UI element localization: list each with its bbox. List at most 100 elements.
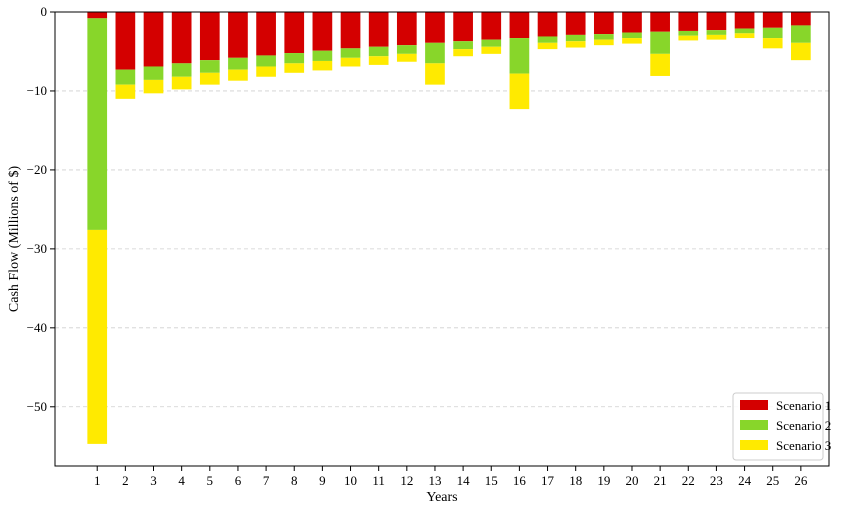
x-tick-label: 22 xyxy=(682,473,695,488)
bar-scenario-3-year-3 xyxy=(143,79,164,94)
y-axis-title: Cash Flow (Millions of $) xyxy=(7,166,22,313)
x-tick-label: 20 xyxy=(625,473,638,488)
bar-scenario-3-year-21 xyxy=(650,53,670,76)
bar-scenario-2-year-22 xyxy=(678,30,699,36)
x-tick-label: 14 xyxy=(457,473,471,488)
bar-scenario-3-year-6 xyxy=(228,69,248,81)
bar-scenario-3-year-8 xyxy=(284,63,305,73)
x-tick-label: 3 xyxy=(150,473,157,488)
bar-scenario-2-year-6 xyxy=(228,57,248,70)
bar-scenario-1-year-2 xyxy=(115,12,136,70)
legend-swatch xyxy=(740,440,768,450)
legend-label: Scenario 2 xyxy=(776,418,831,433)
bar-scenario-1-year-8 xyxy=(284,12,305,54)
bar-scenario-2-year-17 xyxy=(537,36,558,43)
x-tick-label: 4 xyxy=(178,473,185,488)
x-tick-label: 11 xyxy=(372,473,385,488)
legend-swatch xyxy=(740,420,768,430)
bar-scenario-3-year-18 xyxy=(565,41,586,48)
bar-scenario-3-year-24 xyxy=(734,33,755,39)
bar-scenario-1-year-12 xyxy=(396,12,417,46)
x-tick-label: 2 xyxy=(122,473,129,488)
x-tick-label: 26 xyxy=(794,473,808,488)
bar-scenario-1-year-20 xyxy=(622,12,642,33)
bar-scenario-2-year-3 xyxy=(143,66,164,80)
bar-scenario-1-year-10 xyxy=(340,12,361,49)
bar-scenario-1-year-19 xyxy=(593,12,614,35)
x-tick-label: 13 xyxy=(428,473,441,488)
bar-scenario-1-year-17 xyxy=(537,12,558,37)
bar-scenario-2-year-25 xyxy=(762,27,783,39)
x-axis-title: Years xyxy=(426,490,457,505)
y-tick-label: −40 xyxy=(27,320,47,335)
x-tick-label: 23 xyxy=(710,473,723,488)
x-tick-label: 21 xyxy=(654,473,667,488)
bar-scenario-3-year-16 xyxy=(509,73,530,110)
x-tick-label: 12 xyxy=(400,473,413,488)
y-tick-label: −10 xyxy=(27,83,47,98)
bar-scenario-1-year-21 xyxy=(650,12,670,32)
legend-swatch xyxy=(740,400,768,410)
bar-scenario-2-year-26 xyxy=(791,25,811,43)
bar-scenario-2-year-16 xyxy=(509,38,530,74)
bar-scenario-1-year-24 xyxy=(734,12,755,29)
bar-scenario-2-year-4 xyxy=(171,63,192,77)
x-tick-label: 9 xyxy=(319,473,326,488)
bar-scenario-1-year-14 xyxy=(453,12,473,42)
bar-scenario-2-year-7 xyxy=(256,55,276,67)
legend-label: Scenario 1 xyxy=(776,398,831,413)
x-tick-label: 18 xyxy=(569,473,582,488)
bar-scenario-3-year-11 xyxy=(368,56,389,65)
x-tick-label: 1 xyxy=(94,473,101,488)
bar-scenario-1-year-5 xyxy=(199,12,220,61)
bar-scenario-2-year-9 xyxy=(312,50,333,61)
bar-scenario-2-year-20 xyxy=(622,32,642,39)
bar-scenario-2-year-11 xyxy=(368,46,389,57)
bar-scenario-3-year-20 xyxy=(622,38,642,44)
bar-scenario-2-year-23 xyxy=(706,30,727,35)
y-tick-label: −20 xyxy=(27,162,47,177)
x-tick-label: 16 xyxy=(513,473,527,488)
bar-scenario-3-year-2 xyxy=(115,84,136,99)
bar-scenario-2-year-8 xyxy=(284,53,305,64)
x-tick-label: 17 xyxy=(541,473,555,488)
bar-scenario-1-year-6 xyxy=(228,12,248,58)
bar-scenario-2-year-19 xyxy=(593,34,614,40)
y-tick-label: −50 xyxy=(27,399,47,414)
bar-scenario-3-year-14 xyxy=(453,49,473,57)
legend: Scenario 1 Scenario 2 Scenario 3 xyxy=(732,392,831,461)
grid-lines xyxy=(55,90,829,408)
plot-frame xyxy=(54,11,830,467)
bar-scenario-2-year-21 xyxy=(650,31,670,54)
x-tick-label: 8 xyxy=(291,473,298,488)
bar-scenario-2-year-5 xyxy=(199,60,220,73)
bar-scenario-3-year-26 xyxy=(791,42,811,61)
bar-scenario-3-year-1 xyxy=(87,229,108,444)
bar-scenario-2-year-15 xyxy=(481,39,502,47)
x-tick-label: 24 xyxy=(738,473,752,488)
bar-scenario-1-year-16 xyxy=(509,12,530,39)
bar-scenario-3-year-25 xyxy=(762,38,783,49)
y-tick-label: −30 xyxy=(27,241,47,256)
bar-scenario-3-year-10 xyxy=(340,57,361,67)
bars xyxy=(87,12,811,444)
bar-scenario-1-year-13 xyxy=(425,12,445,43)
bar-scenario-1-year-1 xyxy=(87,12,108,19)
bar-scenario-2-year-13 xyxy=(425,42,445,64)
legend-label: Scenario 3 xyxy=(776,438,831,453)
bar-scenario-3-year-13 xyxy=(425,63,445,85)
bar-scenario-3-year-4 xyxy=(171,76,192,90)
x-tick-label: 6 xyxy=(235,473,242,488)
bar-scenario-1-year-15 xyxy=(481,12,502,40)
bar-scenario-3-year-19 xyxy=(593,39,614,46)
bar-scenario-1-year-7 xyxy=(256,12,276,56)
bar-scenario-2-year-14 xyxy=(453,41,473,50)
y-tick-label: 0 xyxy=(41,4,48,19)
bar-scenario-3-year-15 xyxy=(481,46,502,54)
bar-scenario-2-year-24 xyxy=(734,28,755,34)
bar-scenario-2-year-1 xyxy=(87,18,108,230)
bar-scenario-2-year-18 xyxy=(565,34,586,42)
bar-scenario-1-year-26 xyxy=(791,12,811,26)
y-axis: 0 −10 −20 −30 −40 −50 xyxy=(27,4,55,414)
